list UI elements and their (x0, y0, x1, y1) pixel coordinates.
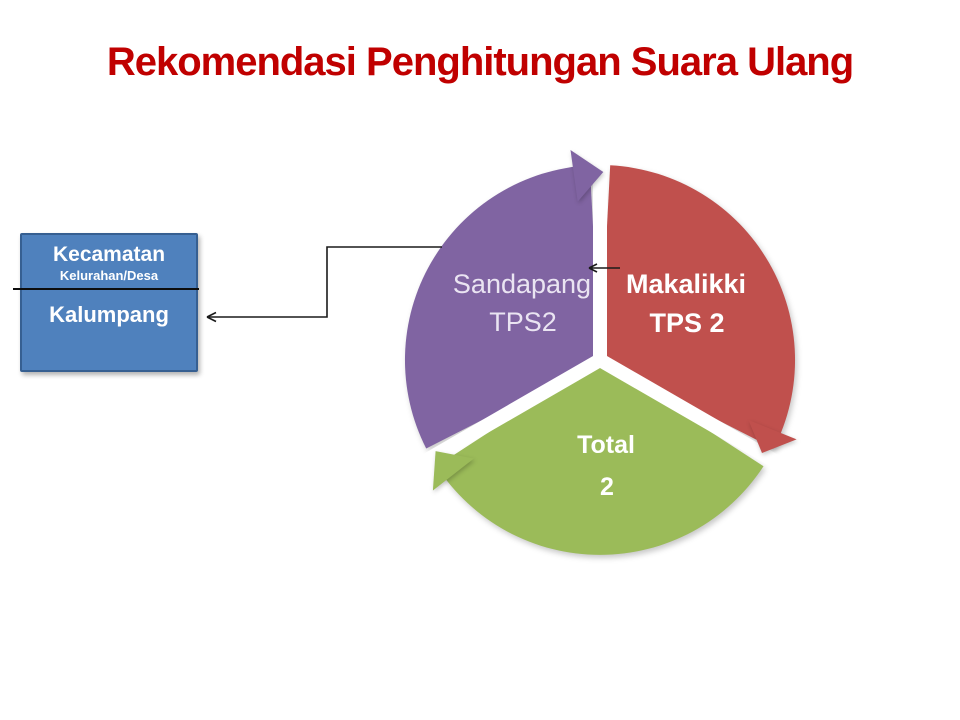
segment-gap-lines (405, 140, 795, 477)
gap-line-bottom-left (405, 353, 604, 477)
info-box[interactable]: Kecamatan Kelurahan/Desa Kalumpang (20, 233, 198, 372)
info-box-subheading: Kelurahan/Desa (59, 268, 159, 283)
connector-arrows (206, 246, 620, 323)
makalikki-arrowhead-icon (748, 419, 797, 453)
sandapang-arrowhead-icon (570, 150, 604, 202)
sandapang-label-line2: TPS2 (489, 307, 557, 337)
slide-title: Rekomendasi Penghitungan Suara Ulang (106, 40, 854, 84)
makalikki-label-line2: TPS 2 (649, 308, 724, 338)
info-box-heading: Kecamatan (52, 243, 166, 266)
info-box-value: Kalumpang (49, 302, 169, 327)
segment-total-wedge[interactable] (436, 360, 764, 555)
total-label-line1: Total (577, 431, 635, 459)
info-box-divider (13, 288, 199, 290)
total-arrowhead-icon (432, 451, 474, 491)
sandapang-label-line1: Sandapang (453, 269, 591, 299)
elbow-connector-arrowhead-icon (206, 311, 217, 323)
elbow-connector-to-box (207, 246, 442, 318)
makalikki-label-line1: Makalikki (626, 269, 746, 299)
segment-link-arrowhead-icon (588, 263, 598, 273)
segment-labels: Sandapang TPS2 Makalikki TPS 2 Total 2 (453, 269, 746, 501)
gap-line-bottom-right (596, 353, 795, 477)
cycle-segments (404, 165, 796, 555)
cycle-arrowheads (432, 150, 797, 491)
segment-makalikki-wedge[interactable] (600, 165, 796, 449)
segment-sandapang-wedge[interactable] (404, 165, 600, 449)
total-label-line2: 2 (600, 473, 614, 501)
